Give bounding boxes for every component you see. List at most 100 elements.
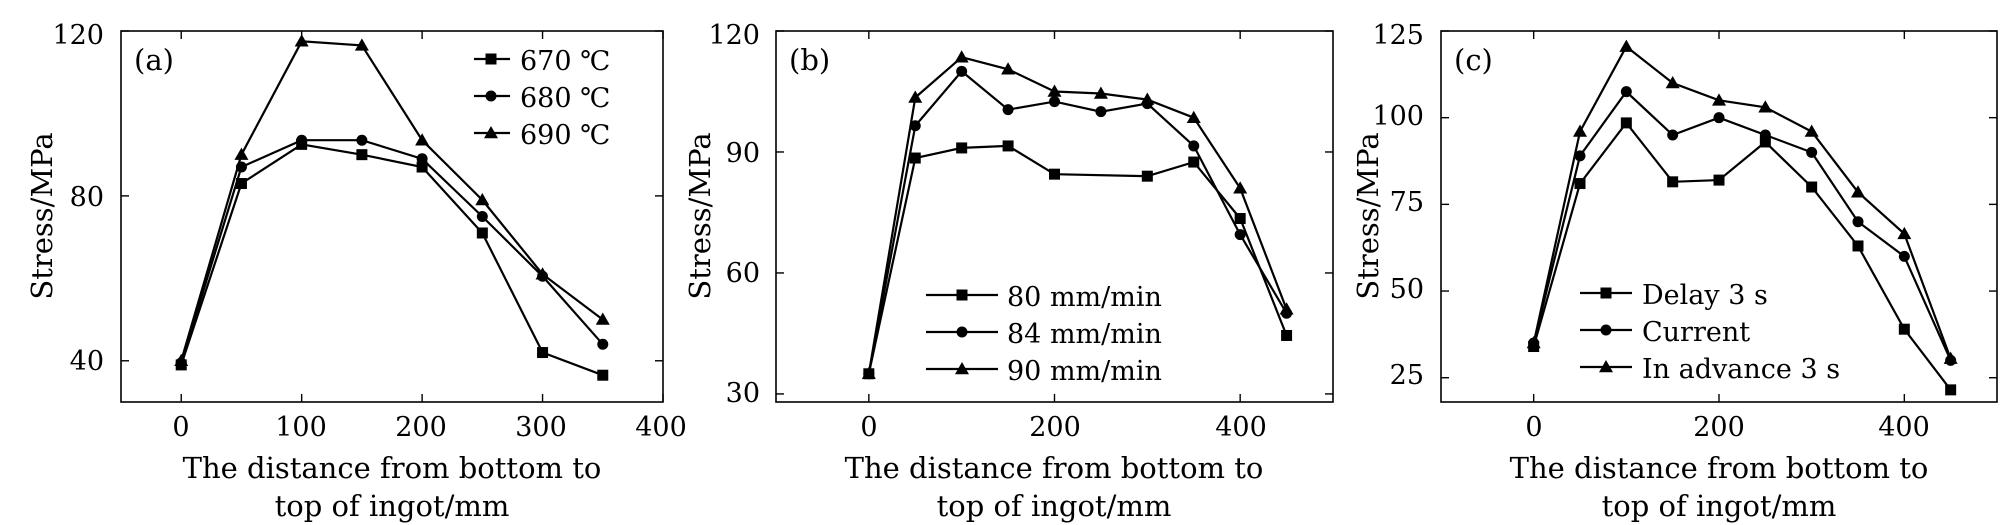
series-line-b-2 — [867, 69, 1288, 375]
data-point-a-1-4 — [356, 149, 368, 161]
legend-label-a-690: 690 ℃ — [520, 120, 610, 151]
x-axis-title-line2-a: top of ingot/mm — [275, 489, 510, 523]
y-tick-label-c-75: 75 — [1390, 187, 1424, 218]
series-line-c-2 — [1532, 90, 1952, 361]
data-point-a-1-5 — [416, 161, 428, 173]
data-point-c-3-8 — [1851, 185, 1865, 198]
x-tick-label-a-400: 400 — [635, 412, 687, 443]
y-tick-label-b-60: 60 — [726, 258, 760, 289]
x-axis-title-line2-c: top of ingot/mm — [1602, 489, 1837, 523]
y-tick-label-b-30: 30 — [726, 378, 760, 409]
panel-label-b: (b) — [789, 43, 830, 77]
chart-panel-b: (b) 30 60 90 120 0 200 400 The distance … — [683, 20, 1334, 523]
data-point-b-3-7 — [1140, 92, 1155, 105]
data-point-b-2-5 — [1049, 96, 1060, 108]
legend-marker-a-2 — [485, 90, 497, 102]
y-tick-label-a-40: 40 — [70, 346, 104, 377]
panel-label-a: (a) — [134, 43, 174, 77]
y-tick-label-b-90: 90 — [726, 138, 760, 169]
data-point-c-2-5 — [1713, 112, 1725, 124]
data-point-c-3-10 — [1943, 351, 1958, 364]
data-point-b-3-4 — [1001, 62, 1016, 75]
legend-label-a-670: 670 ℃ — [520, 46, 610, 77]
data-point-b-1-7 — [1188, 156, 1200, 168]
series-line-c-1 — [1532, 121, 1952, 391]
data-point-b-3-8 — [1186, 110, 1201, 123]
data-point-b-3-2 — [908, 90, 923, 103]
data-point-c-3-7 — [1804, 124, 1819, 137]
data-point-b-2-9 — [1234, 229, 1246, 241]
data-point-c-2-2 — [1574, 150, 1586, 162]
series-line-a-2 — [180, 139, 604, 364]
data-point-b-1-5 — [1049, 168, 1060, 180]
x-axis-title-line2-b: top of ingot/mm — [937, 489, 1172, 523]
legend-marker-b-1 — [956, 289, 968, 301]
data-point-c-3-2 — [1573, 124, 1587, 137]
x-tick-label-a-0: 0 — [172, 412, 189, 443]
legend-marker-c-2 — [1600, 324, 1612, 336]
data-point-a-3-5 — [415, 133, 430, 146]
y-tick-label-c-100: 100 — [1372, 101, 1424, 132]
data-point-c-3-9 — [1897, 226, 1912, 240]
data-point-b-3-10 — [1279, 302, 1294, 315]
y-tick-label-c-50: 50 — [1390, 274, 1424, 305]
data-point-c-1-3 — [1620, 117, 1632, 129]
data-point-c-1-2 — [1574, 178, 1586, 190]
data-point-a-1-7 — [537, 347, 549, 359]
legend-marker-b-3 — [955, 362, 969, 375]
data-point-b-3-1 — [861, 366, 876, 380]
data-point-a-3-7 — [535, 267, 550, 280]
data-point-c-1-4 — [1667, 176, 1679, 188]
data-point-c-3-6 — [1758, 100, 1773, 113]
data-point-c-1-10 — [1945, 384, 1957, 396]
data-point-a-2-3 — [296, 134, 308, 146]
data-point-c-1-6 — [1759, 136, 1771, 148]
data-point-b-2-8 — [1188, 140, 1200, 152]
data-point-a-3-1 — [174, 353, 189, 367]
legend-marker-a-3 — [484, 126, 498, 139]
data-point-c-2-6 — [1759, 129, 1771, 141]
series-line-c-3 — [1532, 44, 1952, 360]
data-point-b-2-2 — [909, 120, 921, 132]
x-axis-title-line1-a: The distance from bottom to — [183, 451, 602, 485]
data-point-c-3-1 — [1526, 336, 1541, 349]
legend-label-c-delay: Delay 3 s — [1642, 280, 1768, 311]
data-point-a-2-6 — [476, 211, 488, 222]
data-point-a-3-4 — [354, 38, 369, 51]
chart-panel-a: (a) 40 80 120 0 100 200 300 400 The dist… — [25, 20, 687, 523]
series-line-b-3 — [867, 55, 1288, 374]
data-point-c-1-5 — [1713, 174, 1725, 186]
x-tick-label-b-0: 0 — [860, 412, 877, 443]
legend-label-b-84: 84 mm/min — [1007, 319, 1162, 350]
x-tick-label-a-300: 300 — [515, 412, 567, 443]
y-tick-label-c-25: 25 — [1390, 360, 1424, 391]
x-tick-label-a-200: 200 — [395, 412, 447, 443]
data-point-b-3-6 — [1093, 86, 1108, 99]
data-point-a-3-8 — [595, 312, 610, 325]
plot-marks-b — [776, 30, 1333, 402]
plot-marks-c — [1441, 30, 1997, 402]
data-point-a-2-4 — [356, 134, 368, 146]
series-line-a-1 — [180, 143, 604, 377]
data-point-b-1-2 — [909, 152, 921, 164]
x-tick-label-c-400: 400 — [1878, 412, 1930, 443]
chart-panel-c: (c) 25 50 75 100 125 0 200 400 The dista… — [1351, 20, 1998, 523]
data-point-c-2-7 — [1806, 146, 1818, 158]
y-tick-label-b-120: 120 — [708, 20, 760, 51]
x-axis-title-line1-c: The distance from bottom to — [1510, 451, 1929, 485]
data-point-b-2-6 — [1095, 106, 1107, 118]
y-axis-title-b: Stress/MPa — [683, 132, 717, 299]
data-point-a-1-2 — [235, 178, 247, 190]
plot-marks-a — [121, 30, 664, 402]
x-axis-title-line1-b: The distance from bottom to — [845, 451, 1264, 485]
legend-marker-c-1 — [1600, 287, 1612, 299]
data-point-c-1-8 — [1852, 240, 1864, 252]
data-point-b-1-9 — [1281, 329, 1293, 341]
legend-label-a-680: 680 ℃ — [520, 83, 610, 114]
x-tick-label-a-100: 100 — [275, 412, 327, 443]
data-point-b-3-5 — [1047, 84, 1062, 97]
x-tick-label-b-200: 200 — [1029, 412, 1081, 443]
data-point-c-3-4 — [1665, 76, 1680, 89]
data-point-a-3-2 — [234, 147, 249, 160]
data-point-b-1-8 — [1234, 213, 1246, 225]
